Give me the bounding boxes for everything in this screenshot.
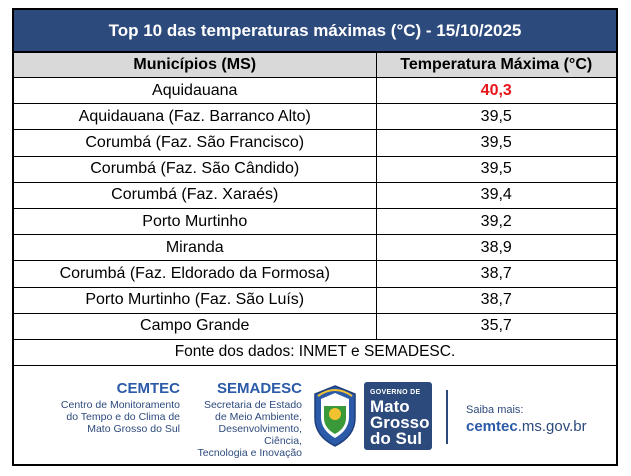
temperature-cell: 39,5: [375, 103, 616, 131]
table-row: Porto Murtinho 39,2: [14, 207, 616, 236]
website-domain-bold: cemtec: [466, 418, 518, 435]
table-row: Corumbá (Faz. Xaraés) 39,4: [14, 181, 616, 209]
cemtec-description: Centro de Monitoramento do Tempo e do Cl…: [34, 399, 180, 435]
temperature-cell: 39,5: [375, 129, 616, 157]
municipio-cell: Aquidauana (Faz. Barranco Alto): [14, 103, 377, 131]
temperature-cell: 38,7: [375, 260, 616, 288]
data-source-note: Fonte dos dados: INMET e SEMADESC.: [14, 338, 616, 367]
temperature-table: Municípios (MS) Temperatura Máxima (°C) …: [14, 52, 616, 367]
cemtec-name: CEMTEC: [116, 380, 180, 397]
column-header-temperatura: Temperatura Máxima (°C): [375, 52, 616, 78]
table-row: Corumbá (Faz. São Cândido) 39,5: [14, 155, 616, 183]
semadesc-logo: SEMADESC Secretaria de Estado de Meio Am…: [182, 380, 303, 459]
table-row: Porto Murtinho (Faz. São Luís) 38,7: [14, 286, 616, 314]
column-header-municipio: Municípios (MS): [14, 52, 377, 78]
gov-state-line: Grosso: [370, 413, 430, 432]
website-link[interactable]: cemtec.ms.gov.br: [466, 418, 587, 435]
gov-state-name: Mato Grosso do Sul: [370, 397, 430, 448]
semadesc-desc-line: de Meio Ambiente,: [215, 411, 302, 423]
municipio-cell: Corumbá (Faz. São Francisco): [14, 129, 377, 157]
temperature-cell: 39,4: [375, 181, 616, 209]
source-row: Fonte dos dados: INMET e SEMADESC.: [14, 338, 616, 367]
municipio-cell: Corumbá (Faz. Eldorado da Formosa): [14, 260, 377, 288]
temperature-cell: 39,5: [375, 155, 616, 183]
municipio-cell: Miranda: [14, 234, 377, 262]
government-logo: GOVERNO DE Mato Grosso do Sul: [364, 382, 432, 450]
table-row: Aquidauana (Faz. Barranco Alto) 39,5: [14, 103, 616, 131]
table-row: Miranda 38,9: [14, 234, 616, 262]
semadesc-name: SEMADESC: [216, 380, 302, 397]
temperature-cell: 38,7: [375, 286, 616, 314]
table-row: Corumbá (Faz. Eldorado da Formosa) 38,7: [14, 260, 616, 288]
municipio-cell: Corumbá (Faz. São Cândido): [14, 155, 377, 183]
temperature-cell: 35,7: [375, 312, 616, 340]
temperature-cell: 39,2: [375, 207, 616, 236]
footer-logos: CEMTEC Centro de Monitoramento do Tempo …: [14, 370, 616, 464]
footer-divider: [446, 390, 448, 444]
municipio-cell: Porto Murtinho: [14, 207, 377, 236]
municipio-cell: Porto Murtinho (Faz. São Luís): [14, 286, 377, 314]
semadesc-desc-line: Desenvolvimento, Ciência,: [218, 423, 302, 447]
state-coat-of-arms-icon: [314, 385, 356, 447]
temperature-cell-highlight: 40,3: [375, 76, 616, 105]
table-row: Corumbá (Faz. São Francisco) 39,5: [14, 129, 616, 157]
cemtec-desc-line: do Tempo e do Clima de: [66, 411, 180, 423]
gov-state-line: Mato: [370, 397, 410, 416]
gov-state-line: do Sul: [370, 429, 422, 448]
cemtec-desc-line: Centro de Monitoramento: [60, 399, 180, 411]
temperature-report: Top 10 das temperaturas máximas (°C) - 1…: [12, 8, 618, 466]
table-header-row: Municípios (MS) Temperatura Máxima (°C): [14, 52, 616, 78]
website-domain-rest: .ms.gov.br: [517, 418, 587, 435]
semadesc-description: Secretaria de Estado de Meio Ambiente, D…: [182, 399, 303, 459]
cemtec-logo: CEMTEC Centro de Monitoramento do Tempo …: [34, 380, 180, 435]
municipio-cell: Corumbá (Faz. Xaraés): [14, 181, 377, 209]
report-title: Top 10 das temperaturas máximas (°C) - 1…: [14, 10, 616, 52]
saiba-mais-label: Saiba mais:: [466, 404, 524, 416]
table-row: Campo Grande 35,7: [14, 312, 616, 340]
temperature-cell: 38,9: [375, 234, 616, 262]
semadesc-desc-line: Secretaria de Estado: [203, 399, 302, 411]
gov-line1: GOVERNO DE: [370, 389, 421, 396]
municipio-cell: Campo Grande: [14, 312, 377, 340]
semadesc-desc-line: Tecnologia e Inovação: [197, 447, 303, 459]
municipio-cell: Aquidauana: [14, 76, 377, 105]
cemtec-desc-line: Mato Grosso do Sul: [87, 423, 180, 435]
table-row: Aquidauana 40,3: [14, 76, 616, 105]
